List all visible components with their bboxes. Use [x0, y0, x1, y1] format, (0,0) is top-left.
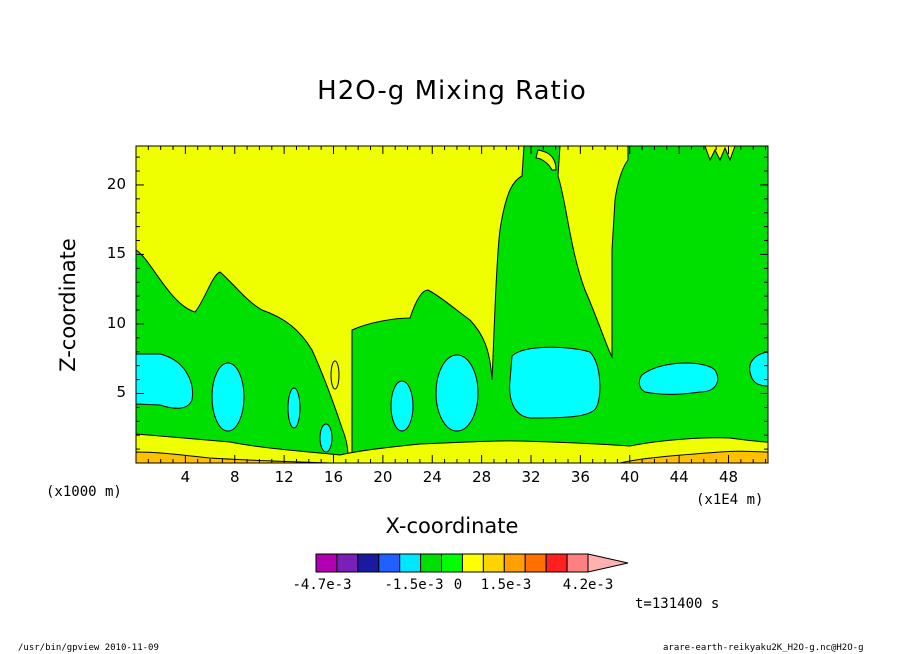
- axis-ticks: [136, 146, 768, 463]
- colorbar-swatch: [482, 553, 505, 573]
- colorbar-label: -4.7e-3: [292, 577, 352, 593]
- x-tick-label: 4: [180, 468, 191, 486]
- x-tick-label: 44: [669, 468, 689, 486]
- x-tick-label: 20: [373, 468, 393, 486]
- colorbar-swatch: [336, 553, 359, 573]
- colorbar-swatch: [315, 553, 338, 573]
- x-axis-label: X-coordinate: [385, 514, 519, 538]
- colorbar-label: 0: [453, 577, 463, 593]
- colorbar-swatch: [503, 553, 526, 573]
- contour-region-yellow: [535, 149, 557, 171]
- colorbar-extend-arrow: [587, 553, 629, 573]
- time-label: t=131400 s: [635, 596, 720, 612]
- contour-region-cyan: [509, 346, 601, 419]
- contour-region-cyan: [435, 354, 479, 432]
- colorbar-label: -1.5e-3: [384, 577, 444, 593]
- contour-region-cyan: [749, 351, 768, 387]
- contour-region-yellow: [330, 360, 340, 390]
- colorbar-swatch: [461, 553, 484, 573]
- colorbar-swatch: [399, 553, 422, 573]
- x-tick-label: 48: [718, 468, 739, 486]
- y-tick-label: 20: [106, 174, 126, 193]
- x-tick-label: 8: [229, 468, 240, 486]
- footer-right: arare-earth-reikyaku2K_H2O-g.nc@H2O-g: [663, 643, 864, 653]
- contour-region-cyan: [136, 353, 194, 409]
- y-tick-label: 10: [106, 313, 126, 332]
- colorbar-label: 4.2e-3: [562, 577, 614, 593]
- x-scale-note: (x1E4 m): [696, 492, 764, 508]
- x-unit-note: (x1000 m): [46, 484, 122, 500]
- colorbar-swatch: [378, 553, 401, 573]
- contour-region-cyan: [638, 362, 719, 395]
- y-axis-label: Z-coordinate: [56, 238, 80, 372]
- colorbar-swatch: [441, 553, 463, 573]
- contour-region-yellow: [136, 433, 768, 463]
- colorbar-swatch: [357, 553, 380, 573]
- x-tick-label: 24: [422, 468, 442, 486]
- contour-region-cyan: [211, 362, 245, 432]
- y-tick-label: 5: [116, 383, 126, 402]
- x-tick-label: 32: [521, 468, 541, 486]
- chart-title: H2O-g Mixing Ratio: [317, 76, 587, 106]
- contour-region-yellow: [704, 146, 736, 162]
- plot-frame: [135, 145, 769, 464]
- x-tick-label: 28: [472, 468, 492, 486]
- colorbar-swatch: [420, 553, 443, 573]
- contour-region-cyan: [319, 423, 333, 453]
- x-tick-label: 16: [323, 468, 344, 486]
- colorbar-swatch: [524, 553, 547, 573]
- y-tick-label: 15: [106, 244, 126, 263]
- x-tick-label: 36: [570, 468, 590, 486]
- contour-region-cyan: [390, 380, 414, 432]
- colorbar-label: 1.5e-3: [480, 577, 532, 593]
- x-tick-label: 12: [274, 468, 294, 486]
- colorbar-swatch: [566, 553, 589, 573]
- contour-region-cyan: [287, 387, 301, 429]
- colorbar-swatch: [545, 553, 568, 573]
- contour-field: [136, 146, 768, 463]
- footer-left: /usr/bin/gpview 2010-11-09: [18, 643, 159, 653]
- x-tick-label: 40: [620, 468, 640, 486]
- colorbar: [315, 553, 629, 573]
